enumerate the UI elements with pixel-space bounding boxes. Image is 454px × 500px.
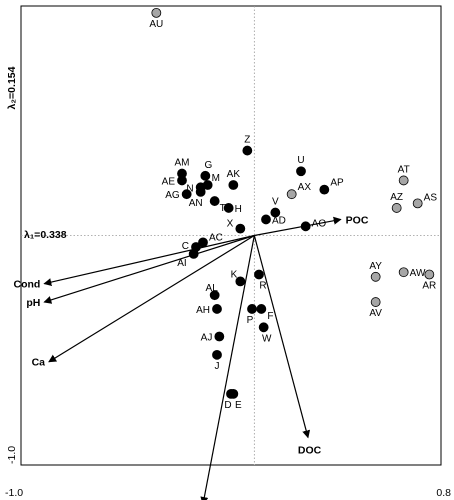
site-label-ap: AP [330, 178, 344, 189]
vector-arrow-ca [48, 234, 255, 363]
site-label-ai: AI [177, 258, 186, 269]
vector-label-doc: DOC [298, 444, 322, 456]
site-label-f: F [267, 311, 273, 322]
site-label-g: G [204, 160, 212, 171]
site-point-z [242, 145, 253, 156]
axis-text: λ₁=0.338 λ₂=0.154 -1.0 0.8 -1.0 [5, 66, 451, 499]
y-axis-label: λ₂=0.154 [6, 66, 18, 109]
site-point-ao [300, 221, 311, 232]
vector-label-ca: Ca [32, 357, 46, 369]
site-point-ax [286, 189, 297, 200]
site-label-ao: AO [312, 218, 327, 229]
site-label-ay: AY [369, 261, 382, 272]
site-label-u: U [297, 155, 304, 166]
vector-label-ph: pH [26, 297, 40, 309]
vector-arrow-temp [200, 235, 255, 500]
site-label-ax: AX [298, 182, 312, 193]
site-point-x [235, 223, 246, 234]
site-label-ar: AR [422, 281, 436, 292]
site-point-j [212, 349, 222, 360]
site-label-j: J [215, 361, 220, 372]
site-label-aw: AW [410, 268, 426, 279]
site-label-p: P [247, 315, 254, 326]
site-label-n: N [186, 183, 193, 194]
site-point-av [370, 297, 381, 307]
site-label-al: AL [206, 283, 219, 294]
site-point-at [398, 175, 409, 186]
site-label-aj: AJ [201, 332, 213, 343]
site-label-am: AM [175, 158, 190, 169]
vector-arrow-cond [43, 234, 255, 287]
site-point-ad [261, 214, 271, 225]
site-point-al [209, 290, 220, 301]
site-point-w [258, 322, 269, 333]
vector-arrow-doc [253, 235, 311, 439]
site-label-an: AN [189, 198, 203, 209]
site-label-ah: AH [196, 305, 210, 316]
site-label-ae: AE [162, 176, 176, 187]
site-point-h [223, 203, 234, 213]
site-label-ak: AK [227, 169, 241, 180]
site-label-k: K [231, 269, 238, 280]
site-label-at: AT [398, 164, 410, 175]
site-point-ap [319, 184, 330, 195]
site-point-aw [398, 267, 409, 278]
environmental-vectors: POCCondpHCaDOCTemp [14, 214, 369, 500]
site-point-aj [214, 331, 225, 342]
site-label-as: AS [424, 192, 438, 203]
site-point-ak [228, 180, 239, 190]
x-tick-label-min: -1.0 [5, 487, 23, 499]
site-label-ad: AD [272, 215, 286, 226]
site-point-as [412, 198, 423, 209]
site-point-p [247, 304, 257, 314]
site-label-az: AZ [390, 192, 403, 203]
site-point-e [228, 388, 239, 399]
vector-label-cond: Cond [14, 279, 41, 291]
site-point-t [209, 196, 220, 206]
vector-arrow-poc [254, 216, 342, 237]
site-point-ai [188, 248, 199, 259]
site-point-r [254, 269, 264, 280]
site-label-x: X [227, 219, 234, 230]
site-point-au [151, 7, 162, 18]
site-label-w: W [262, 333, 272, 344]
site-label-t: T [220, 203, 226, 214]
site-point-ay [370, 271, 381, 282]
site-point-an [195, 186, 206, 197]
site-point-ah [212, 304, 222, 314]
site-point-v [270, 207, 281, 218]
reference-lines [21, 6, 441, 465]
site-points: Z U AM G AE M N AK AP AG AN T H V AD AO X AC C AI K R AL AH P FW A… [149, 7, 438, 411]
site-label-ag: AG [165, 190, 180, 201]
site-point-u [296, 166, 306, 177]
site-point-ac [198, 237, 208, 248]
site-label-e: E [235, 400, 242, 411]
vector-label-poc: POC [346, 214, 369, 226]
site-point-ag [181, 189, 192, 200]
site-label-m: M [212, 173, 220, 184]
site-point-ar [424, 269, 435, 280]
site-label-c: C [182, 241, 189, 252]
site-label-z: Z [244, 135, 250, 146]
site-label-d: D [224, 400, 231, 411]
site-label-h: H [235, 204, 242, 215]
site-label-av: AV [369, 308, 382, 319]
vector-arrow-ph [43, 234, 255, 304]
y-tick-label-min: -1.0 [6, 446, 18, 464]
site-label-v: V [272, 197, 279, 208]
site-point-ae [177, 175, 187, 186]
site-label-au: AU [149, 19, 163, 30]
site-label-ac: AC [209, 232, 223, 243]
site-label-r: R [259, 281, 266, 292]
site-point-k [235, 276, 246, 287]
site-point-f [256, 304, 267, 314]
x-axis-label: λ₁=0.338 [24, 229, 67, 241]
site-point-g [200, 170, 211, 181]
site-point-az [391, 203, 402, 213]
x-tick-label-max: 0.8 [436, 487, 451, 499]
